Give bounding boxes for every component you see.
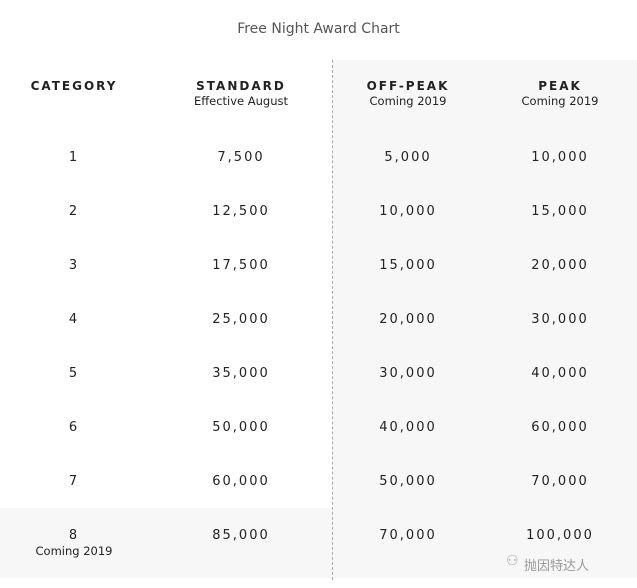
cell-off-peak: 40,000 — [379, 420, 437, 435]
cell-standard: 17,500 — [212, 258, 270, 273]
watermark: 抛因特达人 — [524, 559, 590, 574]
header-peak: PEAK Coming 2019 — [480, 79, 637, 109]
cell-off-peak: 30,000 — [379, 366, 437, 381]
cell-standard: 50,000 — [212, 420, 270, 435]
cell-category: 1 — [68, 150, 80, 165]
cell-standard: 12,500 — [212, 204, 270, 219]
cell-standard: 25,000 — [212, 312, 270, 327]
future-columns-background — [333, 60, 637, 578]
cell-standard: 60,000 — [212, 474, 270, 489]
cell-standard: 7,500 — [217, 150, 265, 165]
cell-off-peak: 10,000 — [379, 204, 437, 219]
chart-title: Free Night Award Chart — [237, 21, 400, 37]
header-sub: Effective August — [193, 94, 289, 108]
header-label: STANDARD — [196, 79, 286, 93]
header-sub: Coming 2019 — [369, 94, 447, 108]
cell-peak: 40,000 — [531, 366, 589, 381]
cell-off-peak: 20,000 — [379, 312, 437, 327]
header-sub: Coming 2019 — [521, 94, 599, 108]
cell-peak: 10,000 — [531, 150, 589, 165]
cell-standard: 85,000 — [212, 528, 270, 543]
cell-category: 7 — [68, 474, 80, 489]
cell-peak: 70,000 — [531, 474, 589, 489]
cell-peak: 100,000 — [526, 528, 594, 543]
cell-off-peak: 70,000 — [379, 528, 437, 543]
category-note: Coming 2019 — [35, 544, 113, 558]
header-off-peak: OFF-PEAK Coming 2019 — [328, 79, 488, 109]
row-8-background — [0, 508, 637, 578]
header-label: CATEGORY — [30, 79, 118, 93]
wechat-icon: ⚇ — [506, 553, 519, 569]
cell-peak: 20,000 — [531, 258, 589, 273]
cell-category: 3 — [68, 258, 80, 273]
cell-category: 6 — [68, 420, 80, 435]
header-standard: STANDARD Effective August — [161, 79, 321, 109]
cell-category: 4 — [68, 312, 80, 327]
cell-standard: 35,000 — [212, 366, 270, 381]
cell-peak: 60,000 — [531, 420, 589, 435]
header-label: OFF-PEAK — [366, 79, 450, 93]
cell-off-peak: 15,000 — [379, 258, 437, 273]
header-label: PEAK — [538, 79, 582, 93]
cell-peak: 30,000 — [531, 312, 589, 327]
header-category: CATEGORY — [0, 79, 154, 94]
cell-peak: 15,000 — [531, 204, 589, 219]
column-divider — [332, 60, 333, 580]
cell-category: 2 — [68, 204, 80, 219]
cell-off-peak: 5,000 — [384, 150, 432, 165]
cell-off-peak: 50,000 — [379, 474, 437, 489]
cell-category: 8 — [68, 528, 80, 543]
cell-category: 5 — [68, 366, 80, 381]
